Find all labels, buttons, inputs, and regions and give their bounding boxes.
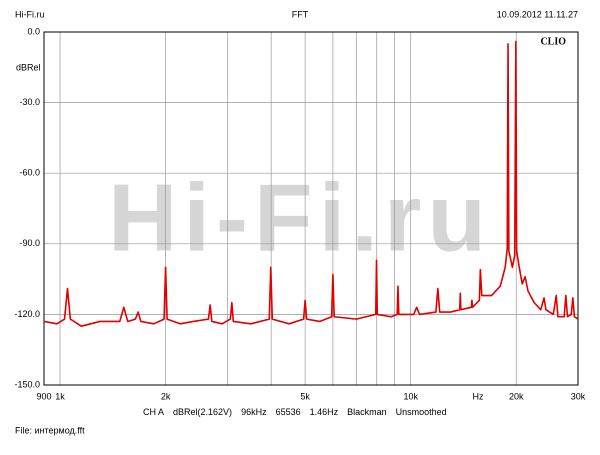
y-axis-label: dBRel <box>16 62 41 72</box>
footer-item: Unsmoothed <box>396 407 447 417</box>
chart-title: FFT <box>292 9 309 19</box>
x-axis-label: Hz <box>473 391 484 401</box>
footer-item: 1.46Hz <box>310 407 339 417</box>
watermark: Hi-Fi.ru <box>108 164 492 271</box>
timestamp: 10.09.2012 11.11.27 <box>497 9 578 19</box>
y-tick-label: -120.0 <box>14 309 40 319</box>
footer-item: dBRel(2.162V) <box>173 407 232 417</box>
x-tick-label: 30k <box>571 391 586 401</box>
footer-item: Blackman <box>347 407 387 417</box>
x-tick-label: 1k <box>55 391 65 401</box>
brand: CLIO <box>540 36 566 47</box>
x-tick-label: 900 <box>36 391 51 401</box>
footer: CH A dBRel(2.162V) 96kHz 65536 1.46Hz Blackma… <box>143 407 447 417</box>
x-tick-label: 2k <box>161 391 171 401</box>
file-name: File: интермод.fft <box>15 425 85 435</box>
footer-item: CH A <box>143 407 164 417</box>
y-tick-label: -150.0 <box>14 379 40 389</box>
x-tick-label: 5k <box>300 391 310 401</box>
y-tick-label: 0.0 <box>27 26 40 36</box>
plot-frame <box>43 31 579 386</box>
y-tick-label: -30.0 <box>19 97 40 107</box>
x-tick-label: 10k <box>403 391 418 401</box>
header-left: Hi-Fi.ru <box>15 9 45 19</box>
footer-item: 65536 <box>276 407 301 417</box>
x-tick-label: 20k <box>509 391 524 401</box>
y-tick-label: -60.0 <box>19 168 40 178</box>
y-tick-label: -90.0 <box>19 238 40 248</box>
footer-item: 96kHz <box>241 407 267 417</box>
spectrum-line <box>44 40 578 327</box>
